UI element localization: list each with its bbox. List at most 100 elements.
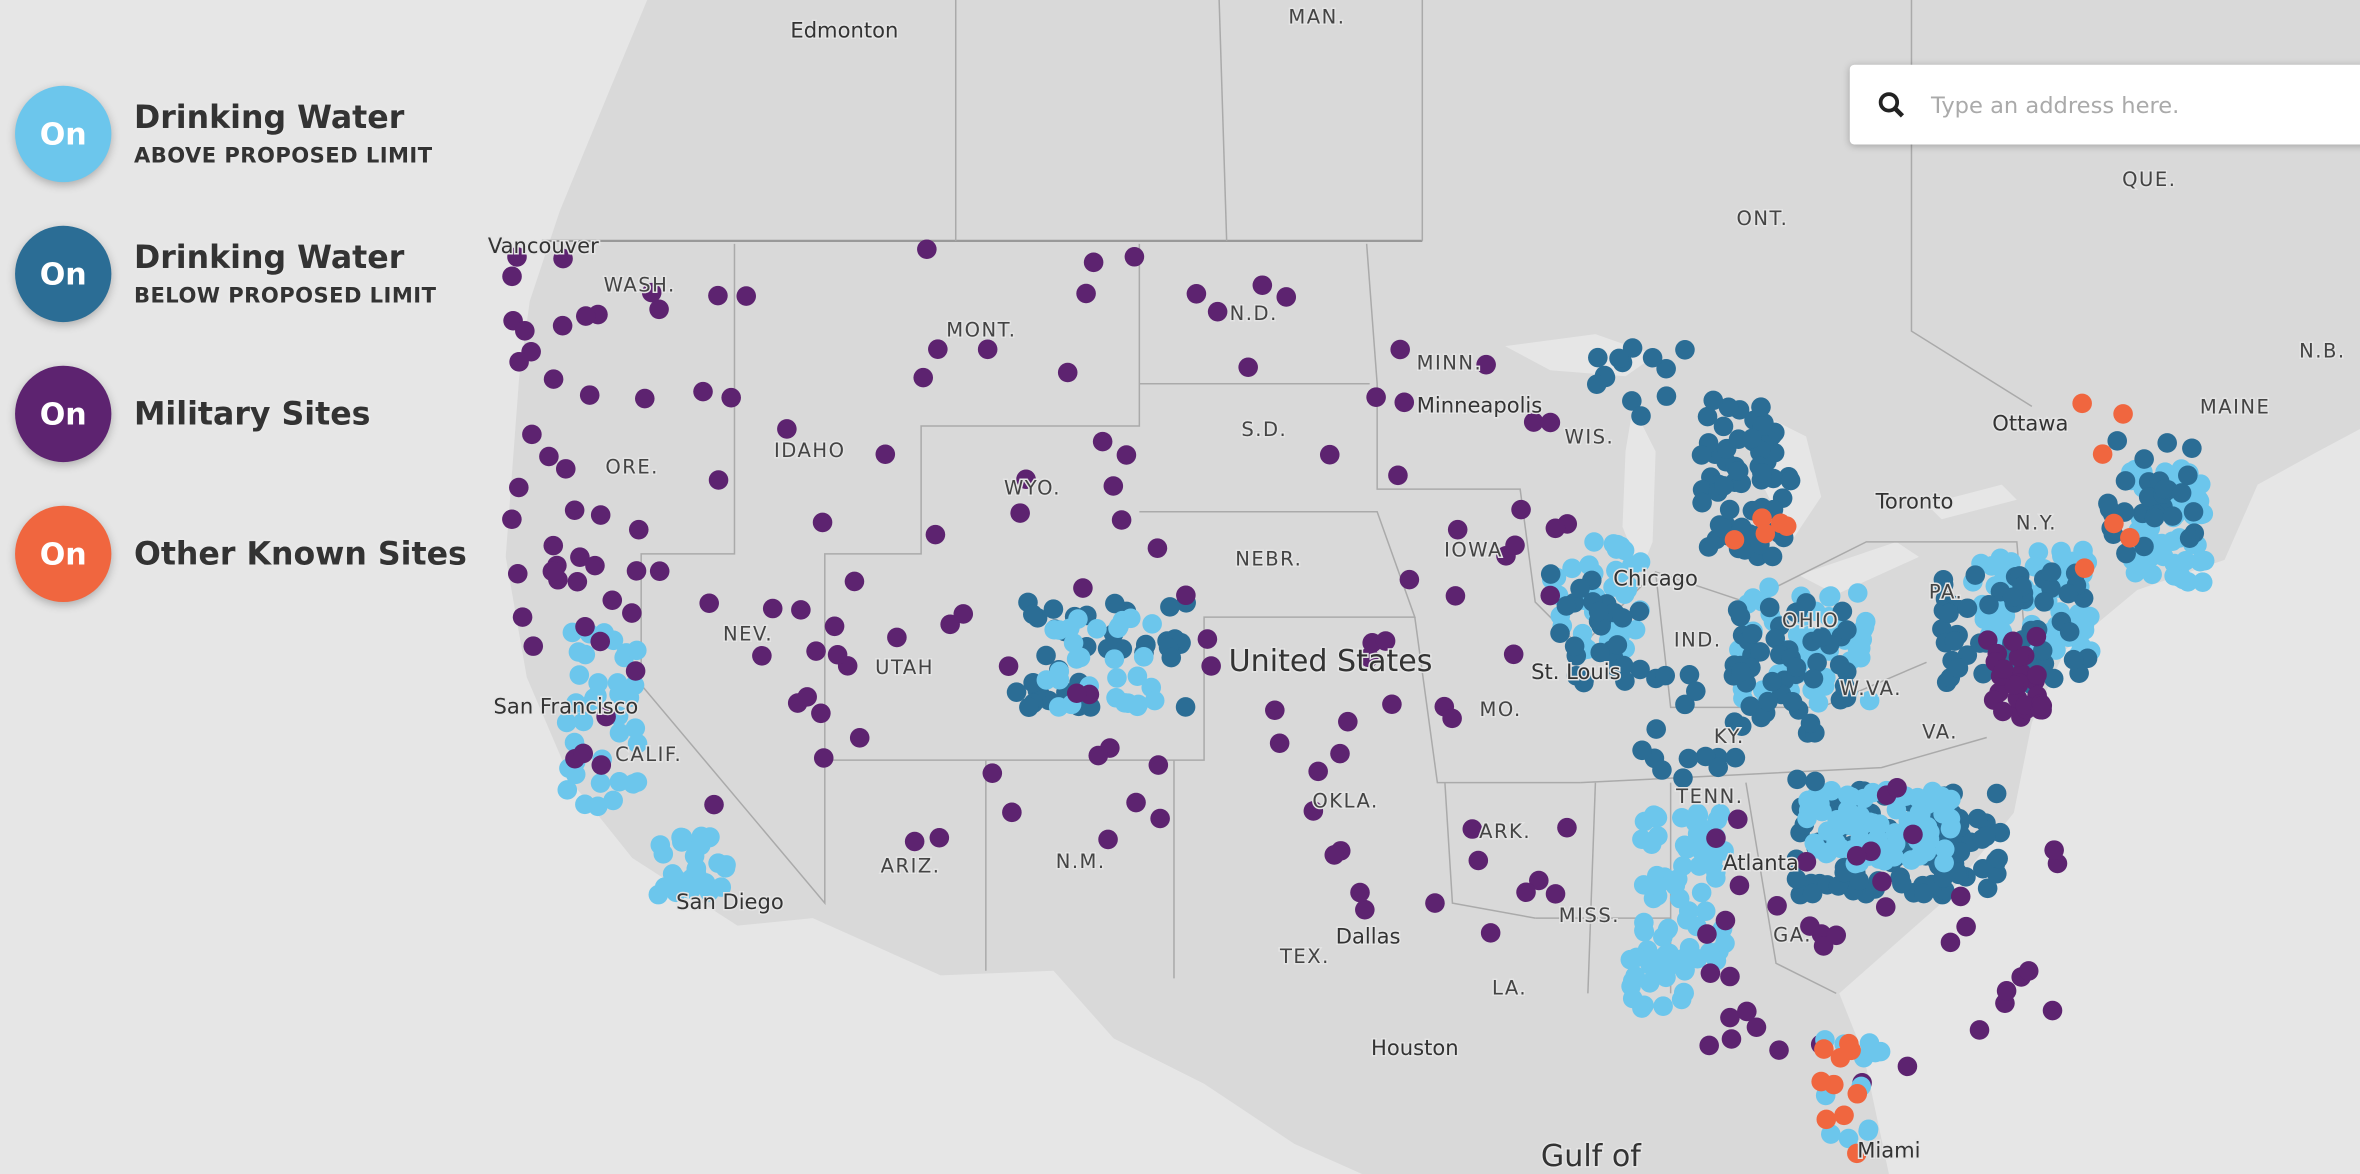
site-marker[interactable] <box>953 604 974 624</box>
site-marker[interactable] <box>1390 339 1410 360</box>
site-marker[interactable] <box>1940 932 1961 953</box>
site-marker[interactable] <box>1872 871 1892 892</box>
site-marker[interactable] <box>1689 856 1710 876</box>
site-marker[interactable] <box>812 512 833 533</box>
site-marker[interactable] <box>579 385 600 405</box>
site-marker[interactable] <box>1934 852 1954 873</box>
site-marker[interactable] <box>1901 850 1922 870</box>
site-marker[interactable] <box>1911 804 1931 824</box>
site-marker[interactable] <box>1837 785 1858 806</box>
legend-item[interactable]: On Military Sites <box>15 364 371 463</box>
site-marker[interactable] <box>1858 1119 1879 1140</box>
site-marker[interactable] <box>1043 599 1064 619</box>
site-marker[interactable] <box>1969 1020 1990 1040</box>
site-marker[interactable] <box>1673 768 1693 788</box>
site-marker[interactable] <box>824 616 845 637</box>
site-marker[interactable] <box>1715 933 1735 954</box>
site-marker[interactable] <box>553 248 573 269</box>
site-marker[interactable] <box>1841 1040 1861 1061</box>
site-marker[interactable] <box>1820 586 1841 606</box>
site-marker[interactable] <box>1976 826 1996 847</box>
site-marker[interactable] <box>1692 492 1712 513</box>
site-marker[interactable] <box>1557 817 1577 838</box>
site-marker[interactable] <box>1197 629 1218 649</box>
site-marker[interactable] <box>1758 691 1778 712</box>
site-marker[interactable] <box>1829 655 1850 675</box>
site-marker[interactable] <box>1870 1041 1891 1062</box>
site-marker[interactable] <box>1886 799 1907 820</box>
site-marker[interactable] <box>1088 745 1109 766</box>
site-marker[interactable] <box>797 687 817 707</box>
site-marker[interactable] <box>1977 878 1998 899</box>
site-marker[interactable] <box>1648 826 1668 846</box>
site-marker[interactable] <box>1612 608 1633 628</box>
site-marker[interactable] <box>1103 476 1124 496</box>
site-marker[interactable] <box>515 321 535 341</box>
site-marker[interactable] <box>1147 538 1168 558</box>
site-marker[interactable] <box>1019 697 1039 718</box>
site-marker[interactable] <box>575 794 595 815</box>
site-marker[interactable] <box>672 827 693 848</box>
site-marker[interactable] <box>1006 682 1027 702</box>
legend-item[interactable]: On Drinking Water ABOVE PROPOSED LIMIT <box>15 84 432 183</box>
site-marker[interactable] <box>603 790 623 811</box>
site-marker[interactable] <box>2171 483 2192 503</box>
site-marker[interactable] <box>2194 550 2215 571</box>
site-marker[interactable] <box>1111 510 1132 530</box>
site-marker[interactable] <box>844 571 865 592</box>
site-marker[interactable] <box>1940 818 1961 839</box>
site-marker[interactable] <box>2008 647 2029 667</box>
site-marker[interactable] <box>512 607 533 627</box>
site-marker[interactable] <box>1752 463 1772 483</box>
site-marker[interactable] <box>1914 883 1934 904</box>
site-marker[interactable] <box>628 519 649 540</box>
site-marker[interactable] <box>1175 697 1196 717</box>
site-marker[interactable] <box>2162 531 2183 552</box>
site-marker[interactable] <box>1967 808 1988 829</box>
site-marker[interactable] <box>1993 659 2014 679</box>
site-marker[interactable] <box>1540 564 1561 584</box>
site-marker[interactable] <box>1238 357 1258 378</box>
site-marker[interactable] <box>649 299 669 320</box>
site-marker[interactable] <box>1265 700 1285 721</box>
site-marker[interactable] <box>1855 611 1876 632</box>
site-marker[interactable] <box>1118 693 1138 713</box>
site-marker[interactable] <box>1695 901 1716 921</box>
toggle-button[interactable]: On <box>15 85 112 183</box>
site-marker[interactable] <box>1445 586 1466 606</box>
site-marker[interactable] <box>1948 658 1969 678</box>
site-marker[interactable] <box>1897 1056 1918 1077</box>
site-marker[interactable] <box>1366 387 1386 407</box>
site-marker[interactable] <box>1643 807 1663 828</box>
site-marker[interactable] <box>1699 1035 1719 1056</box>
site-marker[interactable] <box>1737 1001 1757 1022</box>
site-marker[interactable] <box>1742 428 1763 449</box>
site-marker[interactable] <box>1632 740 1652 761</box>
site-marker[interactable] <box>686 858 707 879</box>
site-marker[interactable] <box>1647 875 1668 896</box>
site-marker[interactable] <box>1707 810 1728 830</box>
site-marker[interactable] <box>1922 781 1943 802</box>
site-marker[interactable] <box>590 631 611 652</box>
site-marker[interactable] <box>1590 642 1611 663</box>
site-marker[interactable] <box>1797 808 1817 829</box>
site-marker[interactable] <box>1359 647 1379 668</box>
site-marker[interactable] <box>1712 517 1732 538</box>
legend-item[interactable]: On Other Known Sites <box>15 504 467 603</box>
site-marker[interactable] <box>1720 1007 1740 1028</box>
site-marker[interactable] <box>1827 810 1847 830</box>
site-marker[interactable] <box>849 728 870 748</box>
site-marker[interactable] <box>1746 1017 1767 1038</box>
site-marker[interactable] <box>1620 949 1641 970</box>
site-marker[interactable] <box>904 831 925 852</box>
site-marker[interactable] <box>1066 683 1087 704</box>
site-marker[interactable] <box>1550 623 1570 643</box>
site-marker[interactable] <box>1308 761 1328 782</box>
site-marker[interactable] <box>2178 465 2198 486</box>
site-marker[interactable] <box>567 571 588 592</box>
site-marker[interactable] <box>1988 848 2008 869</box>
site-marker[interactable] <box>1686 681 1706 701</box>
site-marker[interactable] <box>1813 936 1834 956</box>
site-marker[interactable] <box>1803 668 1824 689</box>
site-marker[interactable] <box>1656 386 1677 406</box>
